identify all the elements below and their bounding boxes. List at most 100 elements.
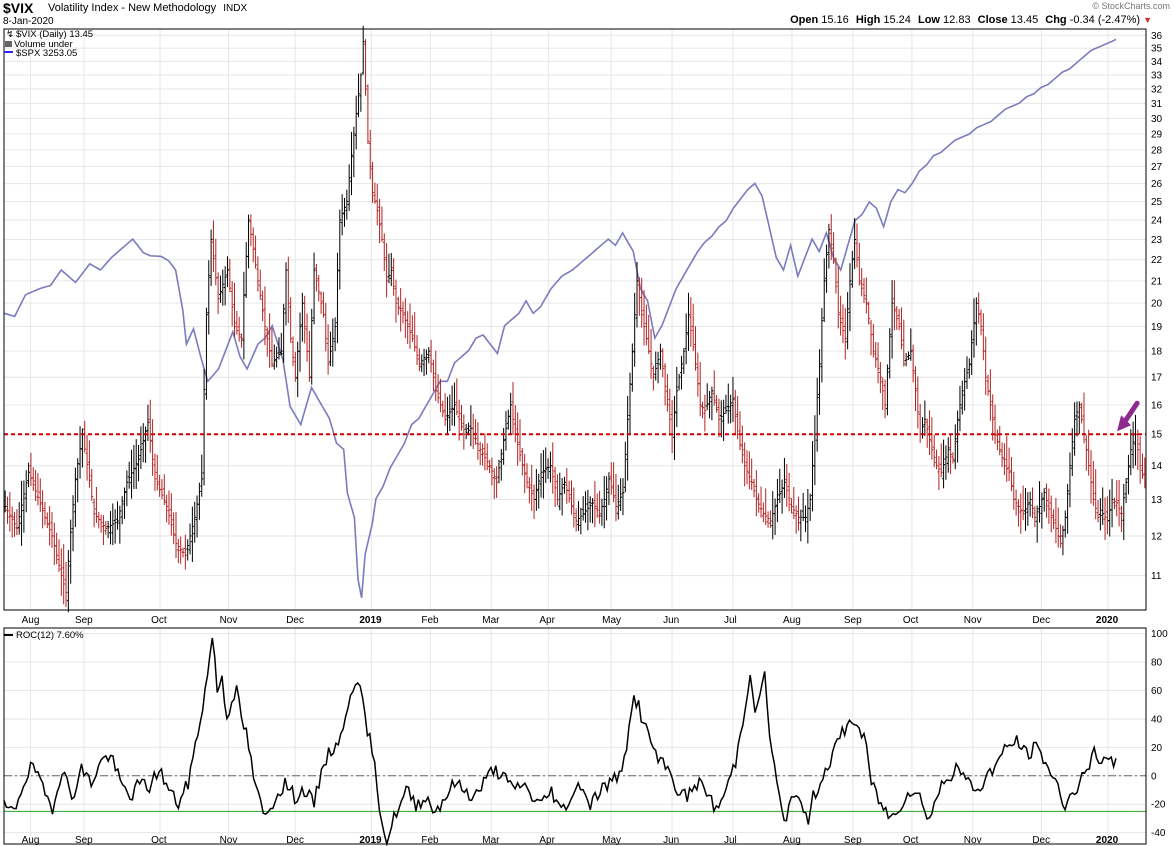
close-value: 13.45 xyxy=(1010,14,1039,26)
roc-x-tick-label: Dec xyxy=(286,835,304,846)
roc-y-tick-label: 100 xyxy=(1151,629,1168,640)
open-value: 15.16 xyxy=(821,14,849,26)
x-tick-label: Sep xyxy=(75,615,93,626)
roc-y-tick-label: -20 xyxy=(1151,800,1166,811)
stockcharts-watermark: © StockCharts.com xyxy=(1092,1,1170,11)
roc-x-tick-label: May xyxy=(602,835,621,846)
y-tick-label: 19 xyxy=(1151,322,1163,333)
y-tick-label: 18 xyxy=(1151,347,1163,358)
roc-reference-lines xyxy=(4,775,1146,812)
y-tick-label: 17 xyxy=(1151,373,1163,384)
annotation-arrow-layer xyxy=(1117,400,1140,432)
x-tick-label: Feb xyxy=(421,615,439,626)
x-tick-label: Dec xyxy=(286,615,304,626)
x-tick-label: Aug xyxy=(783,615,801,626)
legend-vix-icon: ↯ xyxy=(6,29,14,40)
roc-y-tick-label: 20 xyxy=(1151,743,1163,754)
roc-y-tick-label: 40 xyxy=(1151,714,1163,725)
roc-x-tick-label: Jun xyxy=(663,835,679,846)
symbol-label: $VIX xyxy=(3,0,34,16)
roc-x-tick-label: Apr xyxy=(539,835,555,846)
y-tick-label: 22 xyxy=(1151,255,1163,266)
annotation-arrow-head xyxy=(1117,415,1132,432)
roc-x-tick-label: Jul xyxy=(724,835,737,846)
legend-volume-text: Volume under xyxy=(14,39,73,50)
roc-x-tick-label: Aug xyxy=(22,835,40,846)
x-tick-label: Jul xyxy=(724,615,737,626)
x-tick-label: 2019 xyxy=(359,615,382,626)
high-value: 15.24 xyxy=(883,14,911,26)
ohlc-readout: Open 15.16 High 15.24 Low 12.83 Close 13… xyxy=(786,14,1152,26)
y-tick-label: 14 xyxy=(1151,461,1163,472)
roc-line-layer xyxy=(3,637,1117,846)
y-tick-label: 11 xyxy=(1151,571,1162,582)
x-tick-label: Jun xyxy=(663,615,679,626)
x-tick-label: Oct xyxy=(903,615,919,626)
x-tick-label: Apr xyxy=(539,615,555,626)
high-label: High xyxy=(855,14,881,26)
x-tick-label: Aug xyxy=(22,615,40,626)
y-tick-label: 35 xyxy=(1151,44,1163,55)
description-text: Volatility Index - New Methodology xyxy=(48,2,217,14)
y-tick-label: 25 xyxy=(1151,197,1163,208)
down-triangle-icon: ▼ xyxy=(1143,15,1152,25)
main-legend: ↯ $VIX (Daily) 13.45 Volume under $SPX 3… xyxy=(4,29,93,59)
roc-x-tick-label: Sep xyxy=(75,835,93,846)
y-tick-label: 29 xyxy=(1151,129,1163,140)
y-tick-label: 21 xyxy=(1151,276,1163,287)
roc-x-tick-label: 2020 xyxy=(1096,835,1119,846)
roc-y-tick-label: -40 xyxy=(1151,828,1166,839)
date-label: 8-Jan-2020 xyxy=(3,16,54,27)
x-tick-label: Sep xyxy=(844,615,862,626)
low-label: Low xyxy=(917,14,940,26)
y-tick-label: 24 xyxy=(1151,216,1163,227)
x-tick-label: 2020 xyxy=(1096,615,1119,626)
y-tick-label: 33 xyxy=(1151,70,1163,81)
y-tick-label: 31 xyxy=(1151,99,1163,110)
y-tick-label: 26 xyxy=(1151,179,1163,190)
y-tick-label: 36 xyxy=(1151,31,1163,42)
y-tick-label: 28 xyxy=(1151,145,1163,156)
x-tick-label: Oct xyxy=(151,615,167,626)
roc-x-tick-label: Nov xyxy=(964,835,982,846)
legend-spx-text: $SPX 3253.05 xyxy=(16,48,77,59)
chart-header: $VIX Volatility Index - New Methodology … xyxy=(0,0,1174,30)
vix-bars-layer xyxy=(3,25,1147,613)
main-grid xyxy=(4,29,1146,610)
x-tick-label: Mar xyxy=(482,615,500,626)
roc-x-axis: Aug Sep Oct Nov Dec 2019 Feb Mar Apr May Jun Jul Aug… xyxy=(22,835,1119,846)
roc-x-tick-label: Aug xyxy=(783,835,801,846)
roc-y-axis: -40 -20 0 20 40 60 80 100 xyxy=(1151,629,1168,839)
roc-x-tick-label: Oct xyxy=(151,835,167,846)
roc-x-tick-label: Nov xyxy=(220,835,238,846)
roc-x-tick-label: Feb xyxy=(421,835,439,846)
y-tick-label: 16 xyxy=(1151,400,1163,411)
roc-panel-frame xyxy=(3,627,1147,845)
y-tick-label: 30 xyxy=(1151,114,1163,125)
main-panel-frame xyxy=(3,28,1147,611)
roc-y-tick-label: 80 xyxy=(1151,658,1163,669)
spx-line xyxy=(3,38,1117,598)
volume-icon xyxy=(5,41,12,47)
open-label: Open xyxy=(790,14,819,26)
x-tick-label: Dec xyxy=(1032,615,1050,626)
exchange-text: INDX xyxy=(223,3,248,14)
legend-roc-text: ROC(12) 7.60% xyxy=(16,630,84,641)
legend-vix-text: $VIX (Daily) 13.45 xyxy=(16,29,93,40)
close-label: Close xyxy=(977,14,1008,26)
chg-label: Chg xyxy=(1045,14,1067,26)
chg-value: -0.34 (-2.47%) xyxy=(1069,14,1141,26)
x-tick-label: Nov xyxy=(964,615,982,626)
roc-legend: ROC(12) 7.60% xyxy=(4,630,84,641)
roc-x-tick-label: Mar xyxy=(482,835,500,846)
roc-y-tick-label: 0 xyxy=(1151,771,1157,782)
y-tick-label: 34 xyxy=(1151,57,1163,68)
main-x-axis: Aug Sep Oct Nov Dec 2019 Feb Mar Apr May Jun Jul Aug… xyxy=(22,615,1119,626)
y-tick-label: 32 xyxy=(1151,84,1163,95)
y-tick-label: 27 xyxy=(1151,162,1163,173)
roc-y-tick-label: 60 xyxy=(1151,686,1163,697)
y-tick-label: 12 xyxy=(1151,531,1163,542)
x-tick-label: Nov xyxy=(220,615,238,626)
roc-x-tick-label: Sep xyxy=(844,835,862,846)
